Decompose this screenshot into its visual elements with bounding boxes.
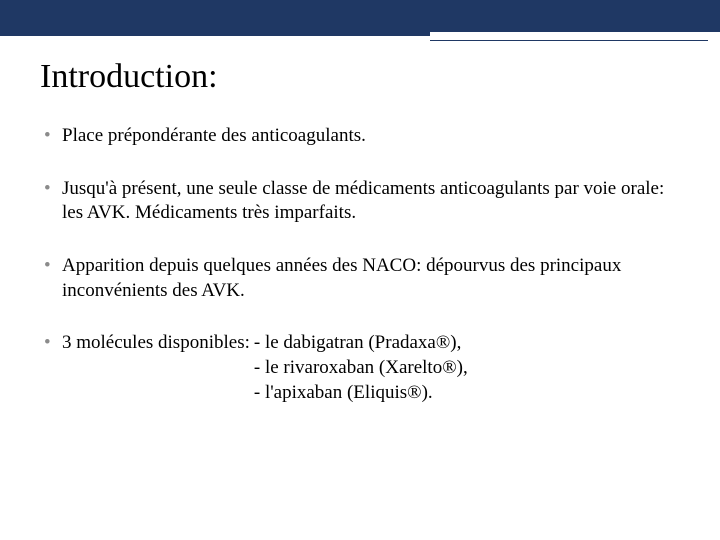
slide-title: Introduction:: [40, 58, 720, 96]
slide-body: Place prépondérante des anticoagulants. …: [40, 124, 680, 406]
bullet-text: Place prépondérante des anticoagulants.: [62, 125, 366, 146]
bullet-item: 3 molécules disponibles: - le dabigatran…: [40, 331, 680, 405]
molecules-list: - le dabigatran (Pradaxa®), - le rivarox…: [254, 331, 468, 405]
molecule-item: - le rivaroxaban (Xarelto®),: [254, 356, 468, 381]
bullet-text: Jusqu'à présent, une seule classe de méd…: [62, 178, 664, 224]
molecules-block: 3 molécules disponibles: - le dabigatran…: [62, 331, 680, 405]
bullet-text: Apparition depuis quelques années des NA…: [62, 255, 621, 301]
bullet-list: Place prépondérante des anticoagulants. …: [40, 124, 680, 406]
bullet-item: Place prépondérante des anticoagulants.: [40, 124, 680, 149]
header-bar: [0, 0, 720, 32]
molecules-lead: 3 molécules disponibles:: [62, 331, 250, 356]
bullet-item: Jusqu'à présent, une seule classe de méd…: [40, 177, 680, 226]
slide: Introduction: Place prépondérante des an…: [0, 0, 720, 540]
molecule-item: - l'apixaban (Eliquis®).: [254, 381, 468, 406]
header-thin-line: [430, 40, 708, 41]
bullet-item: Apparition depuis quelques années des NA…: [40, 254, 680, 303]
molecule-item: - le dabigatran (Pradaxa®),: [254, 331, 468, 356]
